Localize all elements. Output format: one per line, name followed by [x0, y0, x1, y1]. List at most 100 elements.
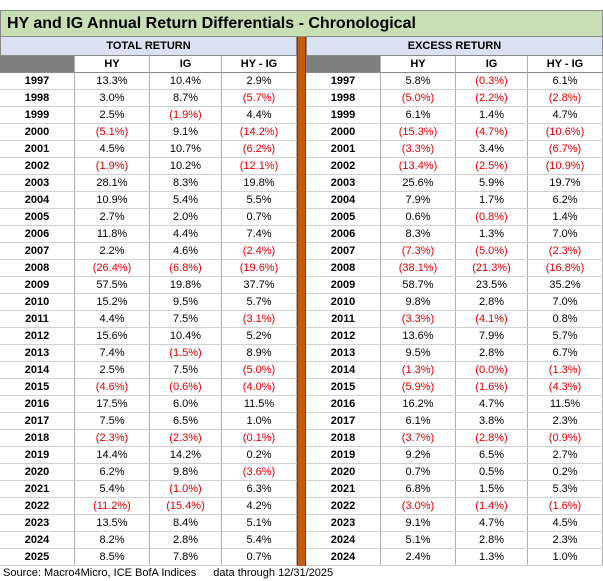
table-row: 2022 (3.0%) (1.4%) (1.6%): [306, 498, 603, 515]
ig-cell: 1.4%: [456, 107, 528, 123]
footer: Source: Macro4Micro, ICE BofA Indices da…: [3, 567, 347, 579]
hy-ig-cell: 7.0%: [528, 294, 603, 310]
hy-ig-cell: 37.7%: [222, 277, 297, 293]
hy-cell: 14.4%: [75, 447, 150, 463]
year-column-header: [0, 56, 75, 73]
table-row: 2000 (15.3%) (4.7%) (10.6%): [306, 124, 603, 141]
hy-ig-cell: 2.9%: [222, 73, 297, 89]
hy-ig-cell: (2.8%): [528, 90, 603, 106]
hy-column-header: HY: [381, 56, 456, 73]
hy-cell: 5.8%: [381, 73, 456, 89]
hy-cell: 0.6%: [381, 209, 456, 225]
year-cell: 2014: [0, 362, 75, 378]
ig-cell: (2.2%): [456, 90, 528, 106]
hy-ig-column-header: HY - IG: [222, 56, 297, 73]
table-row: 2020 6.2% 9.8% (3.6%): [0, 464, 297, 481]
hy-cell: (3.3%): [381, 311, 456, 327]
table-row: 2024 5.1% 2.8% 2.3%: [306, 532, 603, 549]
hy-cell: (2.3%): [75, 430, 150, 446]
year-cell: 2007: [306, 243, 381, 259]
ig-cell: (1.5%): [150, 345, 222, 361]
ig-cell: (5.0%): [456, 243, 528, 259]
year-cell: 2015: [306, 379, 381, 395]
excess-return-rows: 1997 5.8% (0.3%) 6.1% 1998 (5.0%) (2.2%) (2.8%)…: [306, 73, 603, 566]
hy-ig-cell: 0.7%: [222, 209, 297, 225]
table-row: 2007 2.2% 4.6% (2.4%): [0, 243, 297, 260]
hy-ig-cell: 5.2%: [222, 328, 297, 344]
year-cell: 2010: [0, 294, 75, 310]
year-cell: 2007: [0, 243, 75, 259]
table-row: 2002 (1.9%) 10.2% (12.1%): [0, 158, 297, 175]
hy-ig-cell: 19.7%: [528, 175, 603, 191]
year-cell: 2010: [306, 294, 381, 310]
year-cell: 2008: [0, 260, 75, 276]
ig-cell: (1.6%): [456, 379, 528, 395]
total-return-column-headers: HY IG HY - IG: [0, 56, 297, 73]
year-cell: 2020: [0, 464, 75, 480]
ig-cell: 8.7%: [150, 90, 222, 106]
table-row: 2001 (3.3%) 3.4% (6.7%): [306, 141, 603, 158]
hy-ig-cell: 5.7%: [222, 294, 297, 310]
table-row: 2007 (7.3%) (5.0%) (2.3%): [306, 243, 603, 260]
ig-cell: 10.4%: [150, 73, 222, 89]
hy-cell: 15.6%: [75, 328, 150, 344]
ig-cell: 1.3%: [456, 549, 528, 565]
table-row: 1998 3.0% 8.7% (5.7%): [0, 90, 297, 107]
hy-ig-cell: 4.7%: [528, 107, 603, 123]
year-cell: 2005: [306, 209, 381, 225]
ig-cell: 1.5%: [456, 481, 528, 497]
hy-ig-cell: 7.0%: [528, 226, 603, 242]
total-return-table: TOTAL RETURN HY IG HY - IG 1997 13.3% 10.4…: [0, 37, 297, 566]
hy-cell: 6.1%: [381, 107, 456, 123]
hy-cell: 8.3%: [381, 226, 456, 242]
year-cell: 2022: [306, 498, 381, 514]
hy-ig-cell: 6.2%: [528, 192, 603, 208]
table-row: 1999 2.5% (1.9%) 4.4%: [0, 107, 297, 124]
year-cell: 2012: [0, 328, 75, 344]
hy-cell: 8.5%: [75, 549, 150, 565]
hy-ig-cell: (6.7%): [528, 141, 603, 157]
hy-cell: 13.3%: [75, 73, 150, 89]
hy-ig-cell: (1.3%): [528, 362, 603, 378]
ig-cell: (4.7%): [456, 124, 528, 140]
ig-cell: 5.9%: [456, 175, 528, 191]
hy-ig-cell: (2.4%): [222, 243, 297, 259]
hy-ig-cell: (5.0%): [222, 362, 297, 378]
year-cell: 2006: [0, 226, 75, 242]
year-cell: 1999: [306, 107, 381, 123]
table-row: 2008 (26.4%) (6.8%) (19.6%): [0, 260, 297, 277]
year-cell: 2019: [306, 447, 381, 463]
hy-ig-cell: 1.4%: [528, 209, 603, 225]
hy-cell: (4.6%): [75, 379, 150, 395]
hy-ig-cell: (3.6%): [222, 464, 297, 480]
year-cell: 2011: [306, 311, 381, 327]
year-cell: 1998: [0, 90, 75, 106]
ig-cell: 5.4%: [150, 192, 222, 208]
hy-cell: 11.8%: [75, 226, 150, 242]
ig-cell: 10.7%: [150, 141, 222, 157]
table-row: 2019 14.4% 14.2% 0.2%: [0, 447, 297, 464]
year-cell: 2013: [306, 345, 381, 361]
ig-cell: 0.5%: [456, 464, 528, 480]
hy-ig-cell: (14.2%): [222, 124, 297, 140]
hy-cell: 2.5%: [75, 362, 150, 378]
hy-ig-cell: 2.7%: [528, 447, 603, 463]
ig-cell: (1.0%): [150, 481, 222, 497]
hy-ig-cell: 11.5%: [222, 396, 297, 412]
ig-cell: (2.3%): [150, 430, 222, 446]
table-row: 2015 (4.6%) (0.6%) (4.0%): [0, 379, 297, 396]
ig-cell: 4.7%: [456, 515, 528, 531]
ig-cell: (2.5%): [456, 158, 528, 174]
year-cell: 2005: [0, 209, 75, 225]
ig-cell: 1.7%: [456, 192, 528, 208]
hy-cell: 2.7%: [75, 209, 150, 225]
table-row: 2017 6.1% 3.8% 2.3%: [306, 413, 603, 430]
hy-ig-cell: 0.8%: [528, 311, 603, 327]
year-cell: 1998: [306, 90, 381, 106]
hy-cell: 7.5%: [75, 413, 150, 429]
hy-cell: 4.4%: [75, 311, 150, 327]
table-row: 2005 0.6% (0.8%) 1.4%: [306, 209, 603, 226]
hy-cell: (3.0%): [381, 498, 456, 514]
hy-ig-cell: 0.7%: [222, 549, 297, 565]
ig-cell: 23.5%: [456, 277, 528, 293]
